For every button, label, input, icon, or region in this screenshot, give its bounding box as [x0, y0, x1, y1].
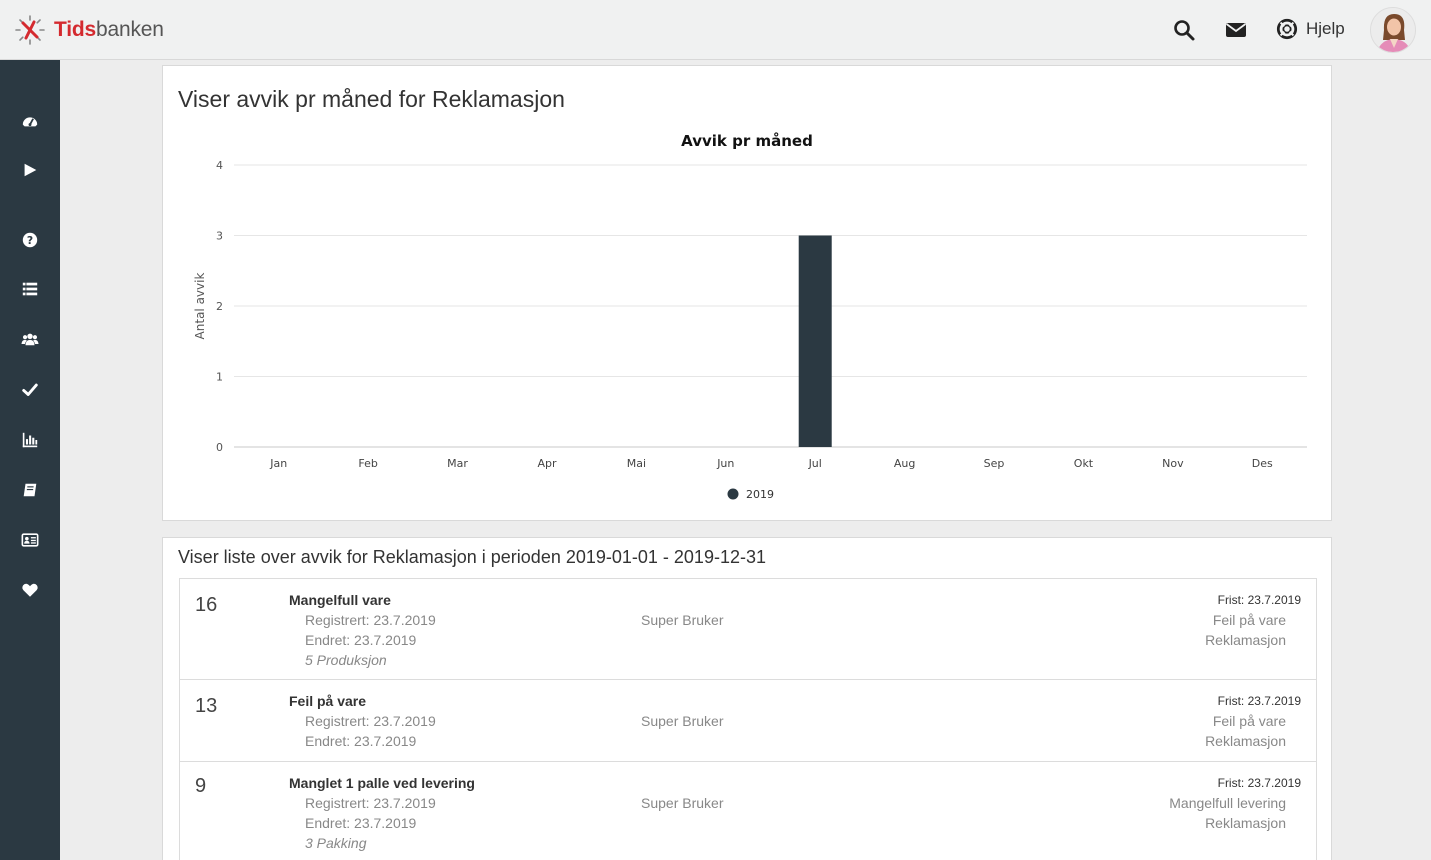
- x-tick-label: Jan: [269, 457, 287, 470]
- avvik-changed: Endret: 23.7.2019: [305, 733, 417, 749]
- chart-panel-title: Viser avvik pr måned for Reklamasjon: [178, 86, 565, 112]
- avvik-registered: Registrert: 23.7.2019: [305, 713, 436, 729]
- avvik-title[interactable]: Manglet 1 palle ved levering: [289, 775, 475, 791]
- list-panel-title: Viser liste over avvik for Reklamasjon i…: [178, 547, 766, 567]
- svg-text:?: ?: [27, 234, 33, 247]
- sidebar-item-favorites[interactable]: [0, 568, 60, 612]
- x-tick-label: Mai: [627, 457, 646, 470]
- avvik-category: Reklamasjon: [1205, 815, 1286, 831]
- avvik-user: Super Bruker: [641, 612, 724, 628]
- list-item[interactable]: 16 Mangelfull vare Registrert: 23.7.2019…: [180, 579, 1316, 680]
- sidebar-item-reports[interactable]: [0, 418, 60, 462]
- play-icon: [24, 163, 37, 177]
- x-tick-label: Jul: [808, 457, 822, 470]
- search-icon[interactable]: [1172, 18, 1196, 42]
- avvik-changed: Endret: 23.7.2019: [305, 632, 417, 648]
- user-avatar[interactable]: [1370, 7, 1416, 53]
- sidebar-item-profile[interactable]: [0, 518, 60, 562]
- avvik-deadline: Frist: 23.7.2019: [1217, 776, 1301, 790]
- avvik-title[interactable]: Mangelfull vare: [289, 592, 391, 608]
- id-card-icon: [21, 533, 39, 547]
- check-icon: [22, 383, 38, 396]
- chart-title: Avvik pr måned: [681, 132, 813, 150]
- avvik-changed: Endret: 23.7.2019: [305, 815, 417, 831]
- question-icon: ?: [22, 232, 38, 248]
- avvik-list: 16 Mangelfull vare Registrert: 23.7.2019…: [179, 578, 1317, 860]
- avvik-registered: Registrert: 23.7.2019: [305, 612, 436, 628]
- y-tick-label: 3: [216, 230, 223, 243]
- avvik-registered: Registrert: 23.7.2019: [305, 795, 436, 811]
- list-item[interactable]: 13 Feil på vare Registrert: 23.7.2019 En…: [180, 680, 1316, 762]
- logo[interactable]: Tidsbanken: [14, 14, 164, 46]
- avvik-type: Feil på vare: [1212, 713, 1286, 729]
- avvik-category: Reklamasjon: [1205, 632, 1286, 648]
- sidebar-item-tasks[interactable]: [0, 368, 60, 412]
- avvik-type: Feil på vare: [1212, 612, 1286, 628]
- y-tick-label: 1: [216, 371, 223, 384]
- avvik-deadline: Frist: 23.7.2019: [1217, 694, 1301, 708]
- y-tick-label: 0: [216, 441, 223, 454]
- sidebar-item-dashboard[interactable]: [0, 99, 60, 143]
- avvik-department: 5 Produksjon: [305, 652, 387, 668]
- y-tick-label: 2: [216, 300, 223, 313]
- x-tick-label: Feb: [358, 457, 377, 470]
- y-axis-label: Antal avvik: [193, 273, 207, 340]
- heart-icon: [22, 583, 38, 597]
- x-tick-label: Jun: [716, 457, 734, 470]
- x-tick-label: Apr: [537, 457, 557, 470]
- top-bar: Tidsbanken Hjelp: [0, 0, 1431, 60]
- x-tick-label: Sep: [984, 457, 1005, 470]
- bar: [798, 235, 832, 447]
- x-tick-label: Mar: [447, 457, 468, 470]
- x-tick-label: Aug: [894, 457, 915, 470]
- lifebuoy-icon: [1276, 18, 1298, 40]
- envelope-icon[interactable]: [1224, 18, 1248, 42]
- help-label: Hjelp: [1306, 19, 1345, 38]
- brand-name-part2: banken: [96, 18, 164, 41]
- x-tick-label: Des: [1252, 457, 1273, 470]
- avvik-deadline: Frist: 23.7.2019: [1217, 593, 1301, 607]
- brand-name-part1: Tids: [54, 18, 96, 41]
- avvik-department: 3 Pakking: [305, 835, 367, 851]
- avvik-type: Mangelfull levering: [1169, 795, 1286, 811]
- bar-chart: Avvik pr måned 0 1 2 3 4 Antal avvik Jan Feb Mar A…: [193, 132, 1307, 501]
- users-icon: [21, 333, 39, 346]
- avvik-title[interactable]: Feil på vare: [289, 693, 367, 709]
- y-tick-label: 4: [216, 159, 223, 172]
- sidebar-item-help[interactable]: ?: [0, 218, 60, 262]
- x-tick-label: Nov: [1162, 457, 1184, 470]
- sidebar: ?: [0, 60, 60, 860]
- tidsbanken-logo-icon: [15, 15, 45, 45]
- book-icon: [23, 483, 37, 497]
- legend-label: 2019: [746, 488, 774, 501]
- legend-marker: [727, 488, 739, 500]
- chart-panel: Viser avvik pr måned for Reklamasjon Avv…: [162, 65, 1332, 521]
- list-icon: [22, 282, 38, 296]
- avvik-number: 9: [195, 775, 207, 797]
- avatar-image: [1371, 8, 1415, 52]
- avvik-user: Super Bruker: [641, 795, 724, 811]
- sidebar-item-play[interactable]: [0, 148, 60, 192]
- list-item[interactable]: 9 Manglet 1 palle ved levering Registrer…: [180, 762, 1316, 860]
- list-panel: Viser liste over avvik for Reklamasjon i…: [162, 537, 1332, 860]
- avvik-category: Reklamasjon: [1205, 733, 1286, 749]
- help-link[interactable]: Hjelp: [1276, 18, 1345, 40]
- avvik-number: 16: [195, 594, 218, 616]
- sidebar-item-list[interactable]: [0, 267, 60, 311]
- sidebar-item-handbook[interactable]: [0, 468, 60, 512]
- sidebar-item-users[interactable]: [0, 317, 60, 361]
- x-tick-label: Okt: [1074, 457, 1094, 470]
- brand-name: Tidsbanken: [54, 18, 164, 42]
- dashboard-icon: [22, 117, 38, 127]
- bar-chart-icon: [22, 432, 38, 448]
- avvik-number: 13: [195, 695, 218, 717]
- avvik-user: Super Bruker: [641, 713, 724, 729]
